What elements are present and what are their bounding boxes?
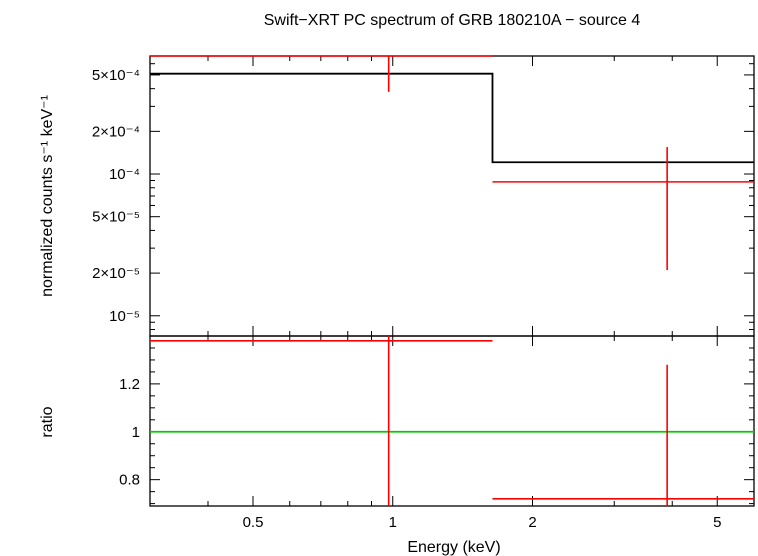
x-tick-label: 5 — [713, 514, 721, 531]
y-tick-label: 5×10⁻⁴ — [92, 67, 140, 84]
x-tick-label: 1 — [389, 514, 397, 531]
model-step-line — [150, 72, 754, 164]
bottom-y-axis-label: ratio — [39, 406, 56, 437]
plot-frame — [149, 55, 755, 337]
spectrum-panel: 5×10⁻⁴ 2×10⁻⁴ 10⁻⁴ 5×10⁻⁵ 2×10⁻⁵ 10⁻⁵ — [92, 55, 755, 337]
y-tick-label: 10⁻⁴ — [109, 166, 140, 183]
y-tick-label: 2×10⁻⁴ — [92, 123, 140, 140]
y-tick-label: 10⁻⁵ — [109, 308, 140, 325]
plot-frame — [149, 335, 755, 507]
top-y-axis-label: normalized counts s⁻¹ keV⁻¹ — [39, 95, 56, 297]
y-tick-label: 1.2 — [119, 376, 140, 393]
y-tick-label: 2×10⁻⁵ — [92, 265, 140, 282]
y-tick-label: 0.8 — [119, 472, 140, 489]
chart-title: Swift−XRT PC spectrum of GRB 180210A − s… — [264, 12, 641, 29]
ratio-panel: 0.8 1 1.2 — [119, 335, 755, 507]
x-tick-label: 0.5 — [243, 514, 264, 531]
y-tick-label: 5×10⁻⁵ — [92, 209, 140, 226]
x-axis-label: Energy (keV) — [407, 539, 500, 556]
y-tick-label: 1 — [132, 424, 140, 441]
x-tick-label: 2 — [528, 514, 536, 531]
